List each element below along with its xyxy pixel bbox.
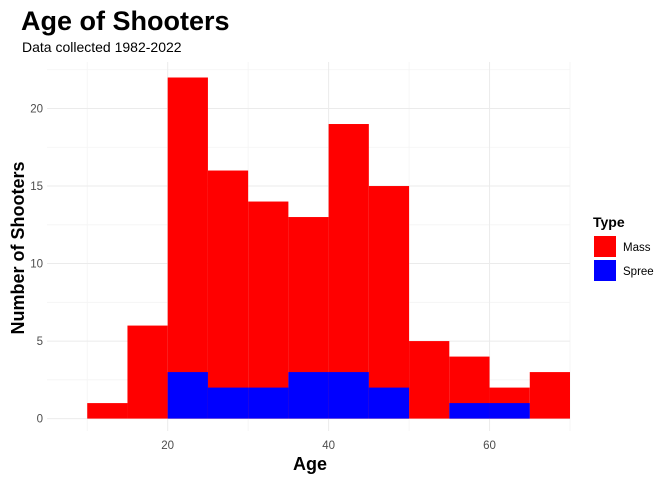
x-tick-label: 40 [322, 440, 335, 452]
bar-spree [248, 387, 289, 419]
bar-mass [248, 201, 289, 419]
bar-spree [288, 372, 329, 419]
x-tick-label: 20 [161, 440, 174, 452]
y-axis-title: Number of Shooters [8, 161, 28, 334]
bar-spree [167, 372, 208, 419]
x-tick-label: 60 [483, 440, 496, 452]
chart-title: Age of Shooters [21, 6, 230, 36]
bar-mass [368, 186, 410, 419]
bar-spree [328, 372, 369, 419]
chart-subtitle: Data collected 1982-2022 [22, 39, 182, 55]
x-axis-title: Age [293, 454, 327, 474]
y-tick-label: 0 [37, 414, 43, 426]
bar-spree [207, 387, 249, 419]
bar-mass [328, 124, 369, 419]
bar-mass [529, 372, 570, 419]
bar-mass [127, 325, 168, 419]
bar-mass [409, 341, 450, 419]
y-tick-label: 15 [30, 181, 43, 193]
bar-mass [167, 77, 208, 419]
legend-label-spree: Spree [623, 266, 654, 278]
legend-label-mass: Mass [623, 242, 651, 254]
bar-spree [449, 403, 490, 419]
x-axis-ticks: 20 40 60 [161, 440, 496, 452]
bar-mass [207, 170, 249, 419]
y-axis-ticks: 0 5 10 15 20 [30, 104, 43, 426]
bar-mass [87, 403, 128, 419]
bars [87, 77, 570, 419]
legend-key-spree [594, 260, 616, 281]
y-tick-label: 5 [37, 336, 43, 348]
legend-key-mass [594, 236, 616, 257]
y-tick-label: 10 [30, 259, 43, 271]
bar-spree [489, 403, 530, 419]
legend: Type Mass Spree [593, 214, 654, 281]
y-tick-label: 20 [30, 104, 43, 116]
legend-title: Type [593, 214, 625, 230]
bar-spree [368, 387, 410, 419]
